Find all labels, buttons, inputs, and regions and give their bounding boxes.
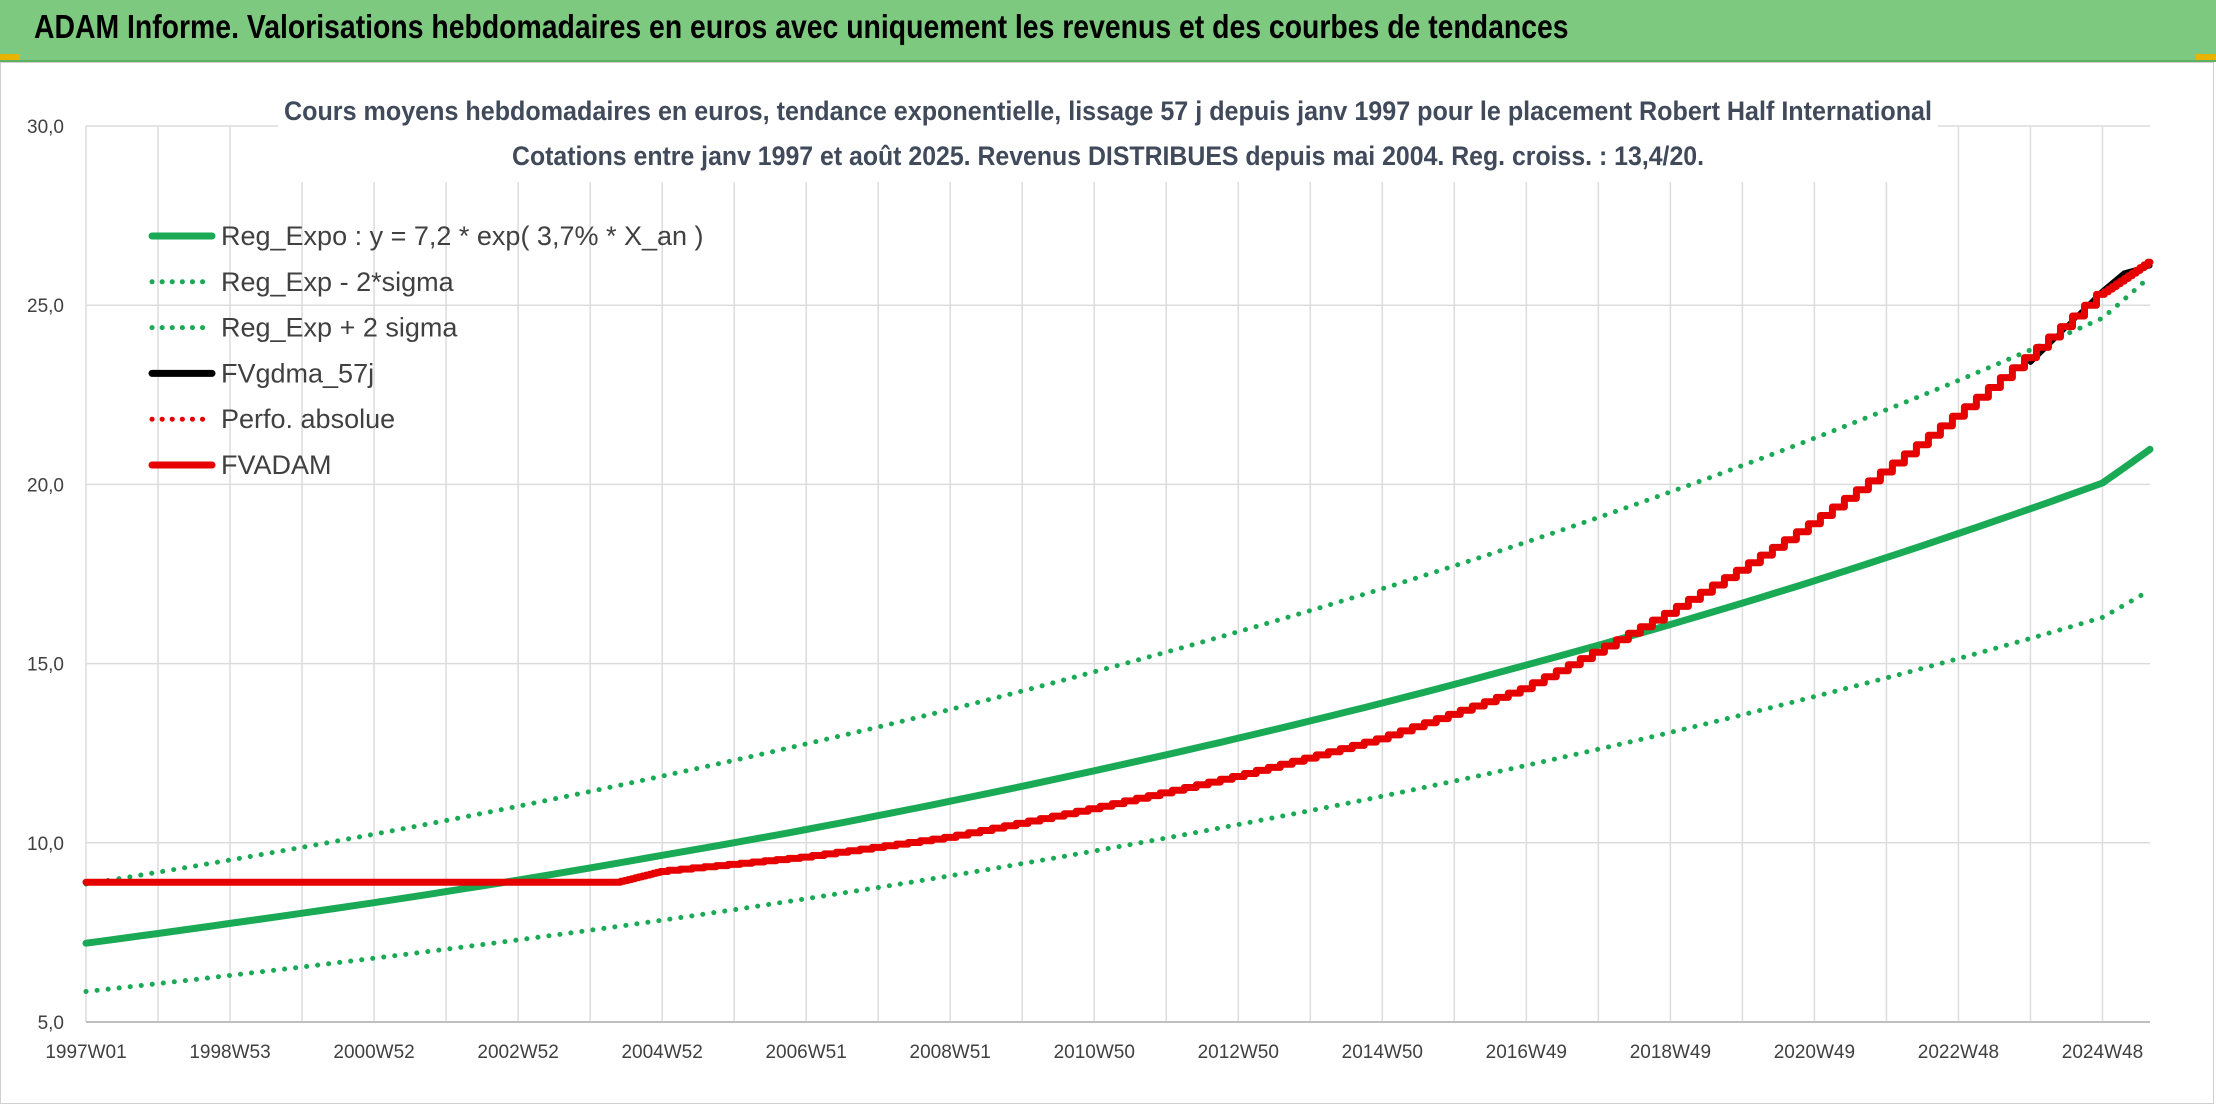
y-tick-label: 5,0 — [38, 1013, 64, 1034]
chart-title: Cours moyens hebdomadaires en euros, ten… — [284, 96, 1932, 126]
legend-label: Reg_Exp + 2 sigma — [221, 313, 458, 343]
reg-exp-minus-2sigma-line — [83, 587, 2153, 994]
legend-label: Reg_Exp - 2*sigma — [221, 267, 455, 297]
axis-ticks: 5,0 10,0 15,0 20,0 25,0 30,0 1997W01 1998W53 200… — [27, 117, 2143, 1063]
chart-frame — [0, 62, 2214, 1104]
legend-label: FVADAM — [221, 450, 332, 480]
x-tick-label: 2000W52 — [333, 1042, 414, 1063]
x-tick-label: 2004W52 — [621, 1042, 702, 1063]
legend: Reg_Expo : y = 7,2 * exp( 3,7% * X_an ) R… — [148, 221, 704, 480]
header-banner: ADAM Informe. Valorisations hebdomadaire… — [0, 0, 2216, 62]
y-tick-label: 20,0 — [27, 475, 64, 496]
reg-expo-line — [82, 445, 2154, 947]
x-tick-label: 2020W49 — [1774, 1042, 1855, 1063]
x-tick-label: 2018W49 — [1630, 1042, 1711, 1063]
chart-title-block: Cours moyens hebdomadaires en euros, ten… — [278, 86, 1938, 182]
x-tick-label: 2012W50 — [1198, 1042, 1279, 1063]
y-tick-label: 25,0 — [27, 296, 64, 317]
y-tick-label: 10,0 — [27, 834, 64, 855]
y-tick-label: 15,0 — [27, 655, 64, 676]
x-tick-label: 1997W01 — [45, 1042, 126, 1063]
x-tick-label: 2016W49 — [1486, 1042, 1567, 1063]
x-tick-label: 1998W53 — [189, 1042, 270, 1063]
corner-marker-right — [2196, 54, 2216, 60]
legend-label: Reg_Expo : y = 7,2 * exp( 3,7% * X_an ) — [221, 221, 704, 251]
x-tick-label: 2024W48 — [2062, 1042, 2143, 1063]
series-layer — [82, 258, 2154, 994]
x-tick-label: 2002W52 — [477, 1042, 558, 1063]
page-title: ADAM Informe. Valorisations hebdomadaire… — [34, 8, 1569, 45]
chart-title-background — [278, 86, 1938, 182]
x-tick-label: 2008W51 — [910, 1042, 991, 1063]
x-tick-label: 2006W51 — [765, 1042, 846, 1063]
legend-label: FVgdma_57j — [221, 358, 374, 388]
x-tick-label: 2014W50 — [1342, 1042, 1423, 1063]
legend-label: Perfo. absolue — [221, 404, 395, 434]
corner-marker-left — [0, 54, 20, 60]
reg-exp-plus-2sigma-line — [83, 274, 2153, 887]
chart-subtitle: Cotations entre janv 1997 et août 2025. … — [512, 141, 1704, 171]
x-tick-label: 2010W50 — [1054, 1042, 1135, 1063]
x-tick-label: 2022W48 — [1918, 1042, 1999, 1063]
y-tick-label: 30,0 — [27, 117, 64, 138]
fvadam-line — [82, 258, 2154, 886]
